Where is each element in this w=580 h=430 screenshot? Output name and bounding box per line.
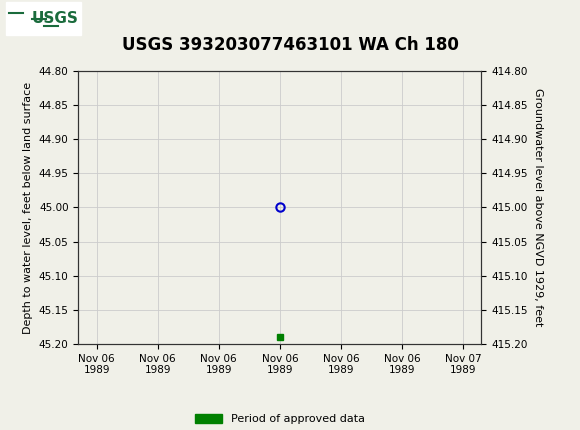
- Bar: [6, 2, 81, 35]
- Y-axis label: Groundwater level above NGVD 1929, feet: Groundwater level above NGVD 1929, feet: [533, 88, 543, 327]
- Y-axis label: Depth to water level, feet below land surface: Depth to water level, feet below land su…: [23, 81, 33, 334]
- Text: USGS 393203077463101 WA Ch 180: USGS 393203077463101 WA Ch 180: [122, 36, 458, 54]
- Legend: Period of approved data: Period of approved data: [190, 409, 369, 429]
- Text: USGS: USGS: [32, 11, 79, 26]
